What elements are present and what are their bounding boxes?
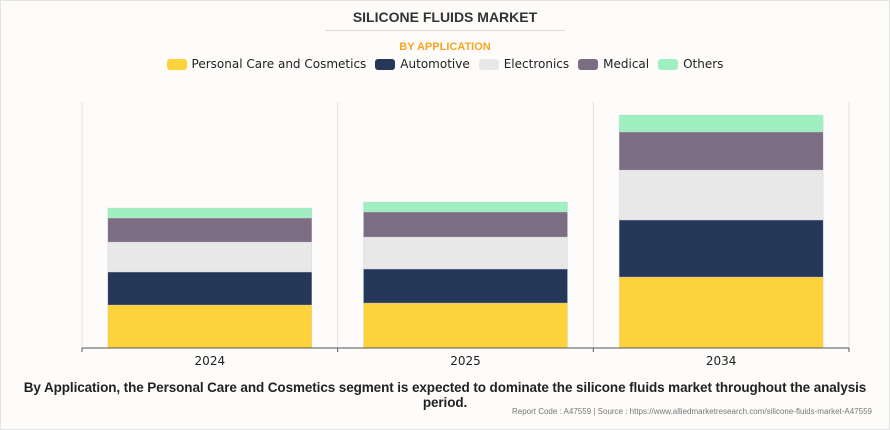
bar-segment-others-2025[interactable] (363, 201, 568, 213)
legend: Personal Care and Cosmetics Automotive E… (0, 57, 890, 71)
bar-segment-others-2024[interactable] (107, 207, 313, 219)
legend-label: Electronics (503, 57, 570, 71)
bar-segment-automotive-2024[interactable] (107, 271, 313, 306)
legend-item-others[interactable]: Others (658, 57, 723, 71)
bar-segment-medical-2034[interactable] (618, 131, 824, 171)
bar-segment-electronics-2024[interactable] (107, 241, 313, 273)
title-divider (325, 30, 565, 31)
bar-segment-medical-2024[interactable] (107, 217, 313, 243)
bar-segment-electronics-2034[interactable] (618, 169, 824, 221)
legend-swatch (658, 58, 679, 70)
bar-segment-electronics-2025[interactable] (363, 236, 568, 270)
legend-item-medical[interactable]: Medical (578, 57, 649, 71)
legend-swatch (578, 58, 599, 70)
legend-swatch (478, 58, 499, 70)
chart-title: SILICONE FLUIDS MARKET (352, 9, 538, 25)
legend-label: Others (683, 57, 724, 71)
bar-segment-personal-care-and-cosmetics-2034[interactable] (618, 276, 824, 349)
bar-segment-automotive-2034[interactable] (618, 219, 824, 278)
x-tick-label: 2034 (706, 354, 737, 368)
chart-caption: By Application, the Personal Care and Co… (23, 380, 867, 410)
bars (107, 114, 824, 349)
legend-swatch (166, 58, 187, 70)
bar-segment-medical-2025[interactable] (363, 211, 568, 238)
bar-segment-personal-care-and-cosmetics-2024[interactable] (107, 304, 313, 349)
legend-label: Medical (603, 57, 650, 71)
chart-subtitle: BY APPLICATION (399, 41, 491, 53)
bar-segment-others-2034[interactable] (618, 114, 824, 133)
legend-swatch (375, 58, 396, 70)
legend-item-personal-care[interactable]: Personal Care and Cosmetics (166, 57, 367, 71)
bar-segment-automotive-2025[interactable] (363, 268, 568, 304)
source-footer: Report Code : A47559 | Source : https://… (511, 407, 872, 416)
legend-label: Personal Care and Cosmetics (191, 57, 367, 71)
bar-segment-personal-care-and-cosmetics-2025[interactable] (363, 302, 568, 349)
x-axis (81, 347, 850, 352)
x-tick-labels: 2024 2025 2034 (195, 354, 737, 368)
x-tick-label: 2024 (195, 354, 226, 368)
legend-item-electronics[interactable]: Electronics (478, 57, 570, 71)
x-tick-label: 2025 (450, 354, 481, 368)
legend-label: Automotive (400, 57, 470, 71)
grid-lines (81, 102, 850, 348)
legend-item-automotive[interactable]: Automotive (375, 57, 470, 71)
